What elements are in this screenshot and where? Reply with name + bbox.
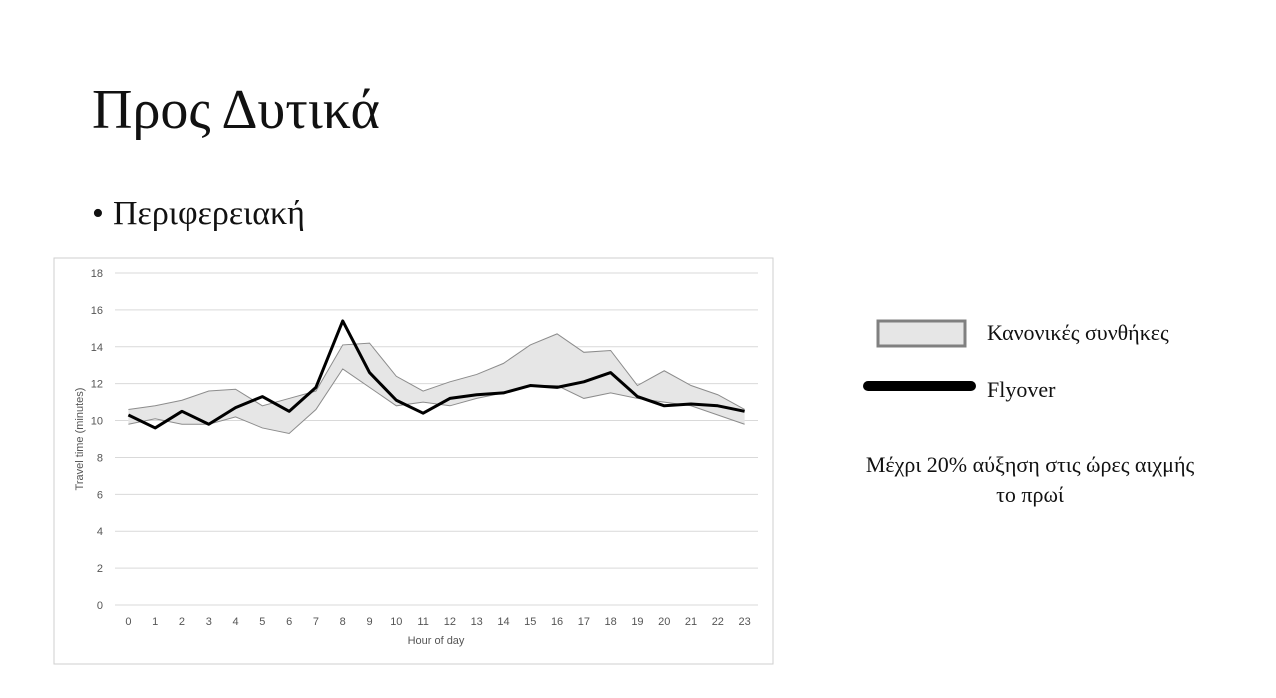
x-tick-label: 16: [551, 616, 563, 628]
chart-frame: [53, 257, 774, 665]
y-tick-label: 6: [97, 489, 103, 501]
x-tick-label: 18: [605, 616, 617, 628]
band-upper: [128, 333, 745, 410]
x-tick-label: 2: [179, 616, 185, 628]
x-tick-label: 12: [444, 616, 456, 628]
x-tick-label: 7: [313, 616, 319, 628]
x-tick-label: 15: [524, 616, 536, 628]
x-tick-label: 0: [125, 616, 131, 628]
x-tick-label: 8: [340, 616, 346, 628]
y-tick-label: 18: [91, 268, 103, 280]
line: [127, 319, 745, 430]
x-tick-label: 3: [206, 616, 212, 628]
x-axis-title: Hour of day: [408, 635, 465, 647]
x-tick-label: 22: [712, 616, 724, 628]
x-tick-label: 6: [286, 616, 292, 628]
annotation: Μέχρι 20% αύξηση στις ώρες αιχμής το πρω…: [865, 452, 1195, 507]
x-tick-label: 20: [658, 616, 670, 628]
x-tick-label: 5: [259, 616, 265, 628]
x-tick-label: 23: [738, 616, 750, 628]
legend-label: Flyover: [987, 377, 1056, 402]
y-tick-label: 2: [97, 563, 103, 575]
x-tick-label: 9: [366, 616, 372, 628]
y-tick-label: 8: [97, 452, 103, 464]
legend-label: Κανονικές συνθήκες: [987, 320, 1169, 345]
y-axis-title: Travel time (minutes): [74, 388, 86, 491]
x-tick-label: 19: [631, 616, 643, 628]
y-tick-label: 0: [97, 600, 103, 612]
y-tick-label: 14: [91, 342, 103, 354]
x-tick-label: 14: [497, 616, 509, 628]
x-tick-label: 4: [233, 616, 239, 628]
x-tick-label: 10: [390, 616, 402, 628]
y-tick-label: 12: [91, 379, 103, 391]
legend-swatch-band: [876, 319, 967, 348]
y-tick-label: 10: [91, 416, 103, 428]
bullet-text: Περιφερειακή: [113, 195, 305, 232]
x-tick-label: 1: [152, 616, 158, 628]
slide-title: Προς Δυτικά: [92, 79, 380, 141]
x-tick-label: 13: [471, 616, 483, 628]
y-tick-label: 16: [91, 305, 103, 317]
x-tick-label: 11: [417, 616, 428, 628]
x-tick-label: 17: [578, 616, 590, 628]
x-tick-label: 21: [685, 616, 697, 628]
bullet-dot: •: [92, 195, 104, 232]
y-tick-label: 4: [97, 526, 103, 538]
